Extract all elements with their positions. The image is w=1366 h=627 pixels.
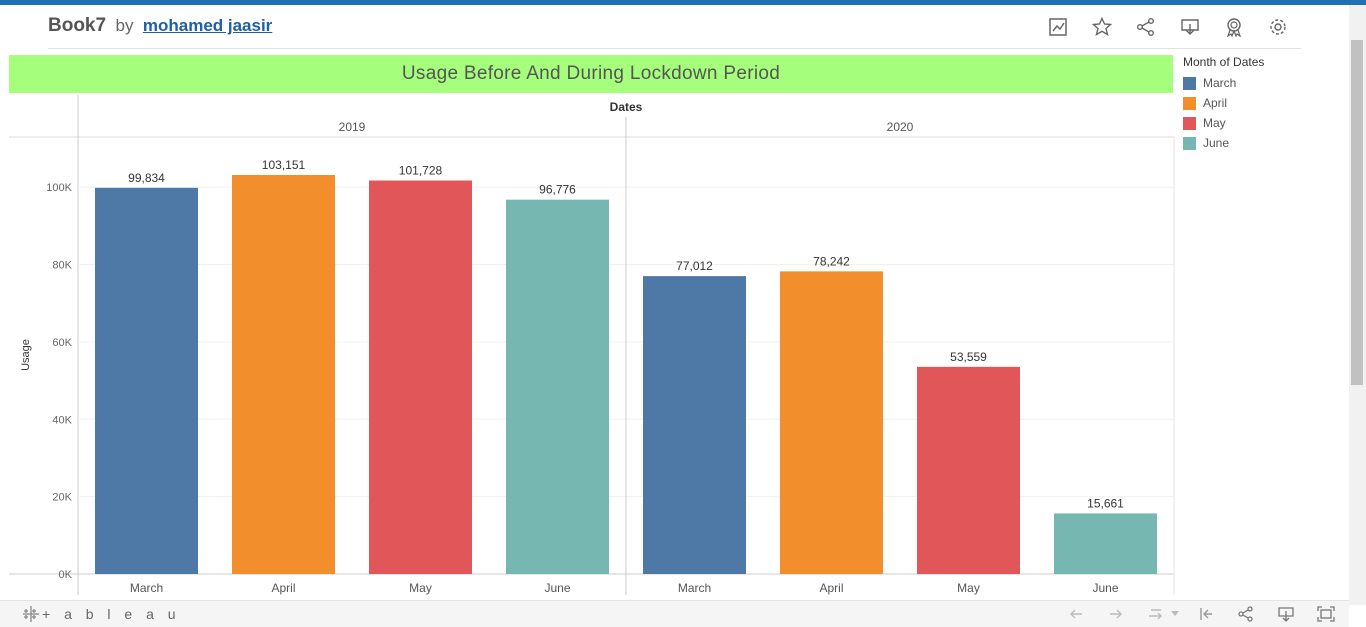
- legend-swatch: [1183, 76, 1196, 90]
- chart-title: Usage Before And During Lockdown Period: [9, 55, 1173, 93]
- download-icon[interactable]: [1276, 604, 1296, 624]
- legend-label: April: [1203, 96, 1228, 110]
- by-label: by: [115, 16, 134, 35]
- legend-label: June: [1203, 136, 1230, 150]
- data-label: 15,661: [1087, 496, 1124, 510]
- legend-title: Month of Dates: [1183, 55, 1265, 69]
- x-tick-label: May: [409, 581, 432, 595]
- header-toolbar: [1046, 15, 1310, 39]
- y-tick-label: 40K: [52, 414, 72, 426]
- legend-label: March: [1203, 76, 1237, 90]
- bar-2020-may: [917, 366, 1020, 574]
- data-label: 96,776: [539, 183, 576, 197]
- star-icon[interactable]: [1090, 15, 1114, 39]
- legend-item-march[interactable]: March: [1183, 73, 1293, 93]
- redo-icon[interactable]: [1106, 604, 1126, 624]
- y-tick-label: 0K: [59, 569, 73, 581]
- tableau-logo-text: + a b l e a u: [42, 606, 181, 622]
- legend-swatch: [1183, 96, 1196, 110]
- top-accent-bar: [0, 0, 1366, 5]
- header-divider: [48, 48, 1301, 49]
- data-label: 53,559: [950, 350, 987, 364]
- y-tick-label: 60K: [52, 337, 72, 349]
- x-tick-label: June: [544, 581, 570, 595]
- x-tick-label: March: [678, 581, 711, 595]
- legend-swatch: [1183, 116, 1196, 130]
- revert-icon[interactable]: [1146, 604, 1166, 624]
- bar-2020-march: [643, 276, 746, 574]
- x-tick-label: April: [819, 581, 843, 595]
- x-tick-label: May: [957, 581, 980, 595]
- scrollbar-thumb[interactable]: [1351, 40, 1363, 385]
- revert-dropdown-icon[interactable]: [1170, 604, 1180, 624]
- column-header-title: Dates: [610, 100, 643, 114]
- data-label: 101,728: [399, 164, 443, 178]
- author-link[interactable]: mohamed jaasir: [142, 16, 273, 35]
- legend-item-june[interactable]: June: [1183, 133, 1293, 153]
- bar-2020-june: [1054, 513, 1157, 574]
- x-tick-label: June: [1092, 581, 1118, 595]
- workbook-name: Book7: [48, 15, 107, 36]
- legend-item-may[interactable]: May: [1183, 113, 1293, 133]
- bar-2019-june: [506, 199, 609, 574]
- bar-2019-may: [369, 180, 472, 574]
- bar-2020-april: [780, 271, 883, 574]
- footer-icons: [1066, 604, 1356, 624]
- x-tick-label: March: [130, 581, 163, 595]
- legend-swatch: [1183, 136, 1196, 150]
- badge-icon[interactable]: [1222, 15, 1246, 39]
- fullscreen-icon[interactable]: [1316, 604, 1336, 624]
- data-label: 77,012: [676, 259, 713, 273]
- data-label: 99,834: [128, 171, 165, 185]
- download-icon[interactable]: [1178, 15, 1202, 39]
- panel-label-2019: 2019: [339, 120, 366, 134]
- y-tick-label: 100K: [46, 182, 72, 194]
- bar-chart: Dates 0K 20K 40K 60K 80K 100K Usage 2019 99,834 Ma…: [9, 95, 1175, 595]
- workbook-title: Book7 by mohamed jaasir: [48, 15, 272, 37]
- y-tick-label: 80K: [52, 260, 72, 272]
- reset-icon[interactable]: [1196, 604, 1216, 624]
- y-axis-title: Usage: [20, 339, 32, 371]
- analytics-icon[interactable]: [1046, 15, 1070, 39]
- footer-toolbar: + a b l e a u: [0, 600, 1349, 627]
- settings-icon[interactable]: [1266, 15, 1290, 39]
- data-label: 103,151: [262, 158, 306, 172]
- legend-item-april[interactable]: April: [1183, 93, 1293, 113]
- undo-icon[interactable]: [1066, 604, 1086, 624]
- bar-2019-april: [232, 175, 335, 574]
- tableau-logo[interactable]: + a b l e a u: [22, 605, 181, 623]
- y-tick-label: 20K: [52, 492, 72, 504]
- vertical-scrollbar[interactable]: [1349, 5, 1366, 605]
- x-tick-label: April: [271, 581, 295, 595]
- header: Book7 by mohamed jaasir: [0, 5, 1366, 49]
- legend: Month of Dates March April May June: [1183, 55, 1293, 153]
- share-icon[interactable]: [1236, 604, 1256, 624]
- panel-label-2020: 2020: [887, 120, 914, 134]
- legend-label: May: [1203, 116, 1226, 130]
- bar-2019-march: [95, 187, 198, 574]
- share-icon[interactable]: [1134, 15, 1158, 39]
- tableau-logo-icon: [23, 606, 39, 622]
- data-label: 78,242: [813, 254, 850, 268]
